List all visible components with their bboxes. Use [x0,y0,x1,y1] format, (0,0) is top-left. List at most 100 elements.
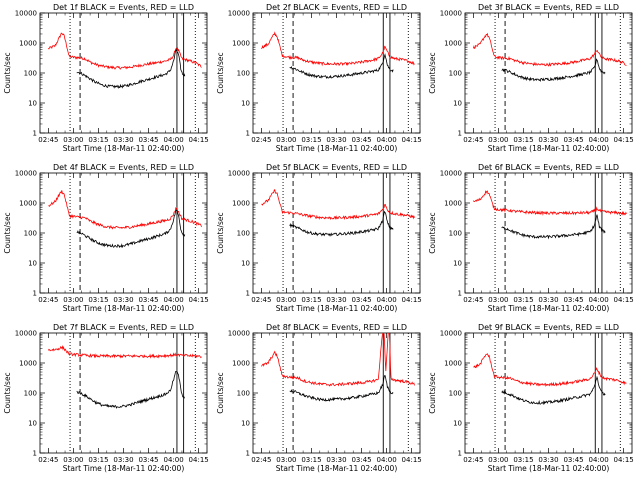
x-tick-label: 03:30 [113,296,133,304]
x-axis-label: Start Time (18-Mar-11 02:40:00) [488,464,610,473]
chart-panel-2: Det 2f BLACK = Events, RED = LLD 1 10 100 10… [216,3,422,153]
x-tick-label: 04:00 [589,136,609,144]
x-axis-label: Start Time (18-Mar-11 02:40:00) [276,144,398,153]
y-tick-label: 1 [458,130,462,138]
chart-title: Det 1f BLACK = Events, RED = LLD [53,3,194,12]
y-tick-label: 10 [241,100,250,108]
y-tick-label: 1000 [444,40,462,48]
x-axis-label: Start Time (18-Mar-11 02:40:00) [276,304,398,313]
y-tick-label: 1000 [19,360,37,368]
chart-panel-9: Det 9f BLACK = Events, RED = LLD 1 10 100 10… [428,323,634,473]
chart-panel-6: Det 6f BLACK = Events, RED = LLD 1 10 100 10… [428,163,634,313]
y-axis-label: Counts/sec [3,52,12,93]
events-rate-line [289,53,394,80]
x-tick-label: 03:30 [113,136,133,144]
y-axis-label: Counts/sec [216,372,225,413]
y-tick-label: 1 [33,130,37,138]
y-tick-label: 1000 [232,40,250,48]
x-tick-label: 03:00 [63,456,83,464]
x-axis-label: Start Time (18-Mar-11 02:40:00) [276,464,398,473]
x-tick-label: 04:15 [189,296,209,304]
y-axis-label: Counts/sec [428,212,437,253]
chart-panel-5: Det 5f BLACK = Events, RED = LLD 1 10 100 10… [216,163,422,313]
y-tick-label: 100 [24,230,37,238]
y-tick-label: 10000 [440,10,462,18]
x-tick-label: 04:00 [164,456,184,464]
x-tick-label: 03:45 [351,136,371,144]
x-tick-label: 04:00 [589,296,609,304]
y-tick-label: 100 [449,70,462,78]
y-tick-label: 100 [24,70,37,78]
x-axis-label: Start Time (18-Mar-11 02:40:00) [488,144,610,153]
y-tick-label: 10000 [440,330,462,338]
y-axis-label: Counts/sec [216,52,225,93]
events-rate-line [501,375,606,406]
y-tick-label: 100 [449,230,462,238]
y-tick-label: 1 [33,450,37,458]
y-tick-label: 1 [458,450,462,458]
lld-rate-line [473,190,627,216]
y-tick-label: 1 [458,290,462,298]
x-tick-label: 03:15 [88,456,108,464]
y-tick-label: 1 [33,290,37,298]
chart-title: Det 8f BLACK = Events, RED = LLD [266,323,407,332]
y-tick-label: 1000 [444,200,462,208]
events-rate-line [76,209,186,249]
x-tick-label: 04:15 [189,456,209,464]
y-tick-label: 1 [246,450,250,458]
chart-title: Det 3f BLACK = Events, RED = LLD [478,3,619,12]
x-tick-label: 03:00 [488,136,508,144]
x-tick-label: 04:00 [377,456,397,464]
plot-frame [464,332,633,454]
lld-rate-line [261,31,415,67]
y-axis-label: Counts/sec [3,212,12,253]
x-tick-label: 02:45 [38,136,58,144]
x-tick-label: 03:30 [113,456,133,464]
events-rate-line [501,214,606,240]
x-tick-label: 03:45 [351,456,371,464]
x-tick-label: 03:15 [301,136,321,144]
y-tick-label: 100 [237,70,250,78]
y-tick-label: 100 [449,390,462,398]
x-tick-label: 03:45 [351,296,371,304]
y-tick-label: 10 [453,260,462,268]
x-tick-label: 02:45 [463,456,483,464]
lld-rate-line [261,188,415,221]
x-tick-label: 03:45 [138,136,158,144]
chart-title: Det 7f BLACK = Events, RED = LLD [53,323,194,332]
x-tick-label: 04:00 [377,136,397,144]
x-tick-label: 03:00 [488,456,508,464]
y-tick-label: 10000 [228,330,250,338]
x-tick-label: 04:00 [589,456,609,464]
y-axis-label: Counts/sec [428,52,437,93]
x-tick-label: 02:45 [251,296,271,304]
y-axis-label: Counts/sec [3,372,12,413]
chart-panel-8: Det 8f BLACK = Events, RED = LLD 1 10 100 10… [216,323,422,473]
x-axis-label: Start Time (18-Mar-11 02:40:00) [488,304,610,313]
x-tick-label: 03:30 [326,456,346,464]
x-tick-label: 04:15 [189,136,209,144]
y-axis-label: Counts/sec [216,212,225,253]
x-tick-label: 03:00 [276,136,296,144]
x-tick-label: 02:45 [463,296,483,304]
y-tick-label: 1000 [232,360,250,368]
chart-panel-3: Det 3f BLACK = Events, RED = LLD 1 10 100 10… [428,3,634,153]
y-tick-label: 10000 [228,10,250,18]
x-tick-label: 04:15 [614,296,634,304]
events-rate-line [501,58,606,83]
plot-frame [252,332,421,454]
x-tick-label: 03:30 [538,456,558,464]
chart-title: Det 2f BLACK = Events, RED = LLD [266,3,407,12]
x-tick-label: 03:45 [138,456,158,464]
lld-rate-line [472,32,627,67]
x-tick-label: 04:15 [402,456,422,464]
y-tick-label: 10 [241,420,250,428]
events-rate-line [76,371,185,409]
x-tick-label: 04:00 [377,296,397,304]
x-tick-label: 04:00 [164,296,184,304]
plot-frame [252,12,421,134]
events-rate-line [76,48,186,89]
x-tick-label: 03:00 [63,296,83,304]
x-tick-label: 02:45 [463,136,483,144]
